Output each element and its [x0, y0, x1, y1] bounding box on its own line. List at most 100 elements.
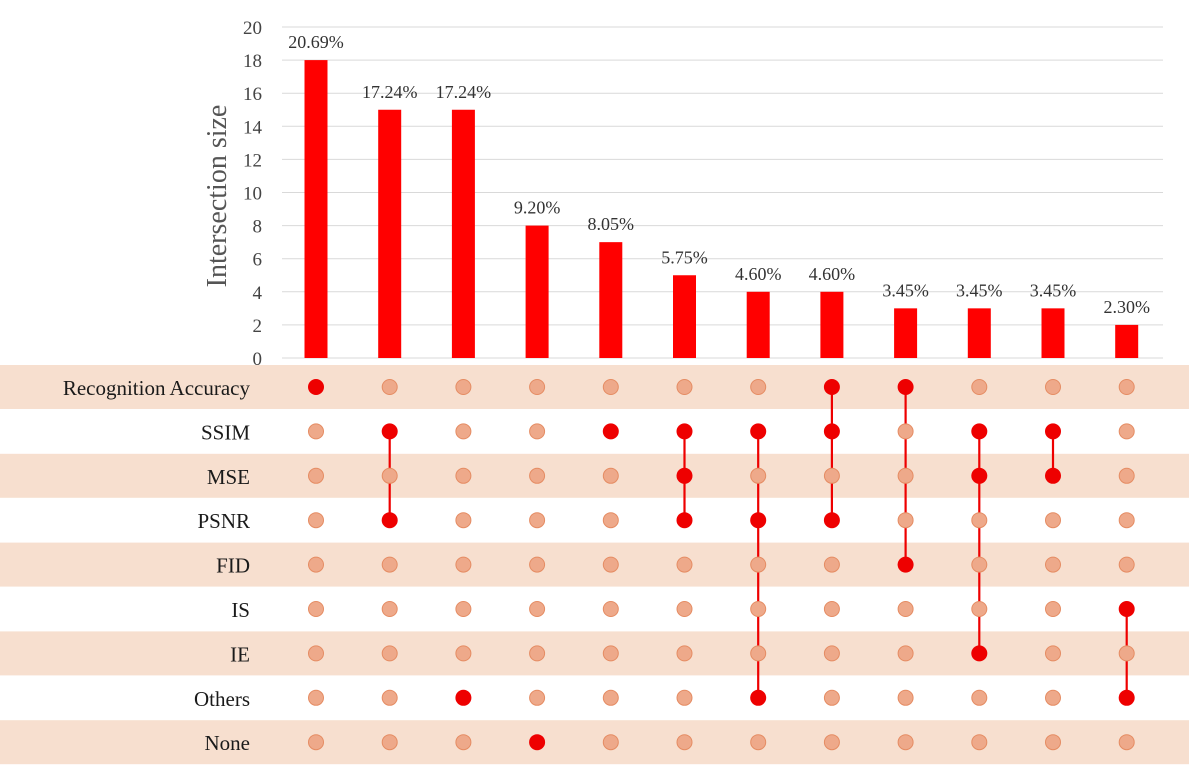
matrix-dot-inactive [750, 734, 767, 751]
matrix-dot-active [676, 467, 693, 484]
matrix-dot-inactive [1118, 512, 1135, 529]
matrix-dot-active [897, 556, 914, 573]
bar [599, 242, 623, 358]
matrix-dot-inactive [529, 512, 546, 529]
matrix-dot-inactive [823, 601, 840, 617]
matrix-dot-inactive [381, 556, 398, 573]
gridlines [282, 26, 1163, 359]
matrix-dot-inactive [971, 734, 988, 751]
y-tick-label: 12 [243, 150, 262, 171]
matrix-dot-inactive [897, 423, 914, 440]
matrix-dot-inactive [455, 512, 472, 529]
matrix-dot-active [529, 734, 546, 751]
y-tick-label: 8 [253, 217, 263, 238]
y-tick-label: 20 [243, 18, 262, 39]
matrix-dot-inactive [529, 689, 546, 706]
matrix-dot-inactive [676, 689, 693, 706]
matrix-dot-inactive [897, 689, 914, 706]
matrix-dot-inactive [602, 379, 619, 395]
matrix-dot-inactive [750, 379, 767, 395]
bar-value-label: 4.60% [809, 264, 856, 284]
matrix-dot-inactive [529, 645, 546, 662]
matrix-dot-inactive [897, 512, 914, 529]
y-tick-label: 2 [253, 316, 263, 337]
set-label: FID [216, 554, 250, 578]
matrix-dot-inactive [455, 379, 472, 395]
matrix-dot-inactive [897, 467, 914, 484]
bar [746, 291, 770, 358]
matrix-dot-inactive [1045, 734, 1061, 751]
matrix-dot-inactive [750, 467, 767, 484]
matrix-dot-active [823, 512, 840, 529]
y-tick-label: 0 [253, 349, 263, 370]
matrix-dot-inactive [971, 512, 988, 529]
matrix-dot-inactive [602, 601, 619, 617]
matrix-dot-active [971, 423, 988, 440]
matrix-dot-inactive [381, 734, 398, 751]
matrix-dot-inactive [1118, 423, 1135, 440]
set-label: Recognition Accuracy [63, 376, 251, 400]
matrix-dot-inactive [602, 512, 619, 529]
set-labels: Recognition Accuracy SSIM MSE PSNR FID IS IE Ot… [63, 376, 251, 755]
row-band [0, 453, 1189, 498]
matrix-dot-inactive [602, 467, 619, 484]
matrix-dot-inactive [971, 379, 988, 395]
matrix-dot-inactive [971, 689, 988, 706]
set-label: SSIM [201, 420, 250, 444]
matrix-dot-inactive [529, 601, 546, 617]
matrix-dot-inactive [1045, 601, 1061, 617]
matrix-dot-inactive [823, 645, 840, 662]
matrix-dot-active [750, 512, 767, 529]
matrix-dot-inactive [602, 734, 619, 751]
matrix-dot-active [676, 423, 693, 440]
matrix-dot-inactive [971, 556, 988, 573]
matrix-dot-inactive [1118, 467, 1135, 484]
bar-value-label: 9.20% [514, 198, 561, 218]
matrix-dot-active [971, 645, 988, 662]
matrix-dot-inactive [602, 689, 619, 706]
matrix-dot-active [381, 423, 398, 440]
matrix-dot-inactive [381, 645, 398, 662]
matrix-dot-inactive [676, 379, 693, 395]
y-tick-label: 4 [253, 283, 263, 304]
row-band [0, 542, 1189, 587]
matrix-dot-inactive [1045, 689, 1061, 706]
matrix-dot-inactive [750, 556, 767, 573]
bar [1041, 308, 1065, 358]
y-tick-label: 10 [243, 184, 262, 205]
y-tick-label: 16 [243, 84, 262, 105]
row-band [0, 720, 1189, 765]
matrix-dot-active [750, 689, 767, 706]
matrix-dot-inactive [602, 645, 619, 662]
matrix-dot-inactive [676, 556, 693, 573]
bar-value-label: 5.75% [661, 247, 708, 267]
matrix-dot-active [455, 689, 472, 706]
matrix-dot-inactive [381, 379, 398, 395]
matrix-dot-inactive [823, 467, 840, 484]
set-label: None [205, 731, 251, 755]
bar-value-label: 4.60% [735, 264, 782, 284]
matrix-dot-inactive [1045, 556, 1061, 573]
matrix-dot-inactive [308, 556, 324, 573]
matrix-dot-inactive [308, 601, 324, 617]
bar-value-label: 8.05% [588, 214, 635, 234]
set-label: Others [194, 687, 250, 711]
matrix-dot-inactive [529, 423, 546, 440]
matrix-dot-inactive [823, 734, 840, 751]
matrix-dot-inactive [308, 512, 324, 529]
matrix-dot-active [971, 467, 988, 484]
matrix-dot-active [823, 379, 840, 395]
matrix-dot-inactive [455, 601, 472, 617]
bar-value-labels: 20.69% 17.24% 17.24% 9.20% 8.05% 5.75% 4.60% 4.… [288, 32, 1150, 317]
row-band [0, 365, 1189, 409]
matrix-dot-active [308, 379, 324, 395]
matrix-dot-inactive [897, 734, 914, 751]
matrix-dot-inactive [676, 645, 693, 662]
matrix-dot-inactive [529, 556, 546, 573]
bar-value-label: 2.30% [1103, 297, 1150, 317]
bar [525, 225, 549, 358]
row-bands [0, 365, 1189, 765]
matrix-dot-inactive [381, 467, 398, 484]
matrix-dot-active [676, 512, 693, 529]
